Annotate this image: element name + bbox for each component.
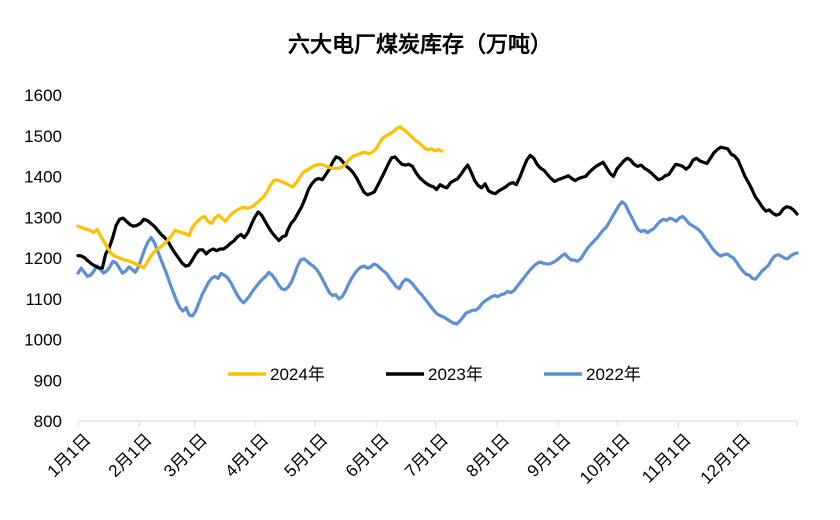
y-tick-label: 1400 [24,168,62,187]
x-axis: 1月1日 2月1日 3月1日 4月1日 5月1日 6月1日 7月1日 8月1日 9月1日 10月1… [44,420,798,488]
x-tick-label: 4月1日 [221,430,272,481]
x-tick-label: 7月1日 [401,430,452,481]
legend-label: 2023年 [428,365,483,384]
y-tick-label: 1600 [24,86,62,105]
x-tick-label: 8月1日 [462,430,513,481]
legend-label: 2024年 [270,365,325,384]
x-tick-label: 10月1日 [576,430,634,488]
y-tick-label: 1000 [24,331,62,350]
y-tick-label: 900 [34,371,62,390]
y-tick-label: 800 [34,412,62,431]
y-tick-label: 1500 [24,127,62,146]
series-lines [76,125,799,326]
x-tick-label: 2月1日 [105,430,156,481]
series-line-2022年 [76,200,799,326]
x-tick-label: 3月1日 [160,430,211,481]
x-tick-label: 9月1日 [524,430,575,481]
legend-label: 2022年 [586,365,641,384]
y-tick-label: 1100 [25,290,62,309]
x-tick-label: 6月1日 [342,430,393,481]
chart-title: 六大电厂煤炭库存（万吨） [288,32,552,58]
y-tick-label: 1200 [24,249,62,268]
y-axis: 800 900 1000 1100 1200 1300 1400 1500 1600 [24,86,62,431]
x-tick-label: 1月1日 [44,430,95,481]
series-line-2023年 [76,145,799,270]
x-tick-label: 5月1日 [281,430,332,481]
series-line-2024年 [76,125,444,270]
y-tick-label: 1300 [24,208,62,227]
x-tick-label: 11月1日 [638,430,695,487]
x-tick-label: 12月1日 [697,430,755,488]
legend: 2024年 2023年 2022年 [228,365,641,384]
